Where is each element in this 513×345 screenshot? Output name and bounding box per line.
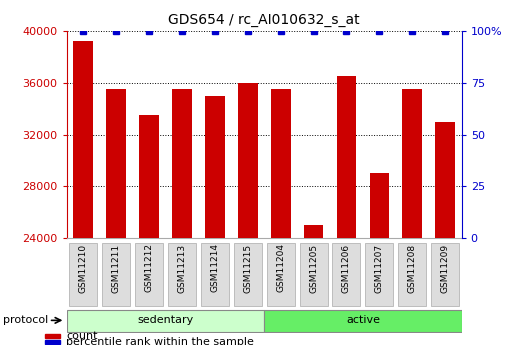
Text: GSM11211: GSM11211 <box>111 244 121 293</box>
Text: GSM11214: GSM11214 <box>210 244 220 293</box>
Text: GSM11205: GSM11205 <box>309 244 318 293</box>
Text: percentile rank within the sample: percentile rank within the sample <box>66 337 254 345</box>
FancyBboxPatch shape <box>102 243 130 306</box>
Bar <box>139 115 159 238</box>
FancyBboxPatch shape <box>431 243 459 306</box>
Bar <box>238 83 258 238</box>
FancyBboxPatch shape <box>332 243 361 306</box>
FancyBboxPatch shape <box>398 243 426 306</box>
Text: active: active <box>346 315 380 325</box>
Text: GSM11212: GSM11212 <box>145 244 153 293</box>
Text: GSM11204: GSM11204 <box>276 244 285 293</box>
Text: count: count <box>66 331 98 341</box>
FancyBboxPatch shape <box>300 243 328 306</box>
Bar <box>45 340 60 344</box>
FancyBboxPatch shape <box>267 243 294 306</box>
Bar <box>402 89 422 238</box>
Title: GDS654 / rc_AI010632_s_at: GDS654 / rc_AI010632_s_at <box>168 13 360 27</box>
FancyBboxPatch shape <box>234 243 262 306</box>
FancyBboxPatch shape <box>135 243 163 306</box>
FancyBboxPatch shape <box>69 243 97 306</box>
Bar <box>436 122 455 238</box>
Bar <box>271 89 290 238</box>
FancyBboxPatch shape <box>168 243 196 306</box>
Bar <box>106 89 126 238</box>
Bar <box>45 334 60 338</box>
Bar <box>304 225 323 238</box>
FancyBboxPatch shape <box>264 310 462 332</box>
Text: protocol: protocol <box>3 315 49 325</box>
Text: GSM11213: GSM11213 <box>177 244 186 293</box>
Text: GSM11206: GSM11206 <box>342 244 351 293</box>
Text: sedentary: sedentary <box>137 315 193 325</box>
Text: GSM11207: GSM11207 <box>375 244 384 293</box>
Text: GSM11215: GSM11215 <box>243 244 252 293</box>
FancyBboxPatch shape <box>67 310 264 332</box>
Bar <box>205 96 225 238</box>
Bar <box>172 89 192 238</box>
Bar <box>337 76 357 238</box>
FancyBboxPatch shape <box>365 243 393 306</box>
Text: GSM11210: GSM11210 <box>78 244 88 293</box>
Text: GSM11208: GSM11208 <box>408 244 417 293</box>
Bar <box>369 173 389 238</box>
FancyBboxPatch shape <box>201 243 229 306</box>
Text: GSM11209: GSM11209 <box>441 244 450 293</box>
Bar <box>73 41 93 238</box>
